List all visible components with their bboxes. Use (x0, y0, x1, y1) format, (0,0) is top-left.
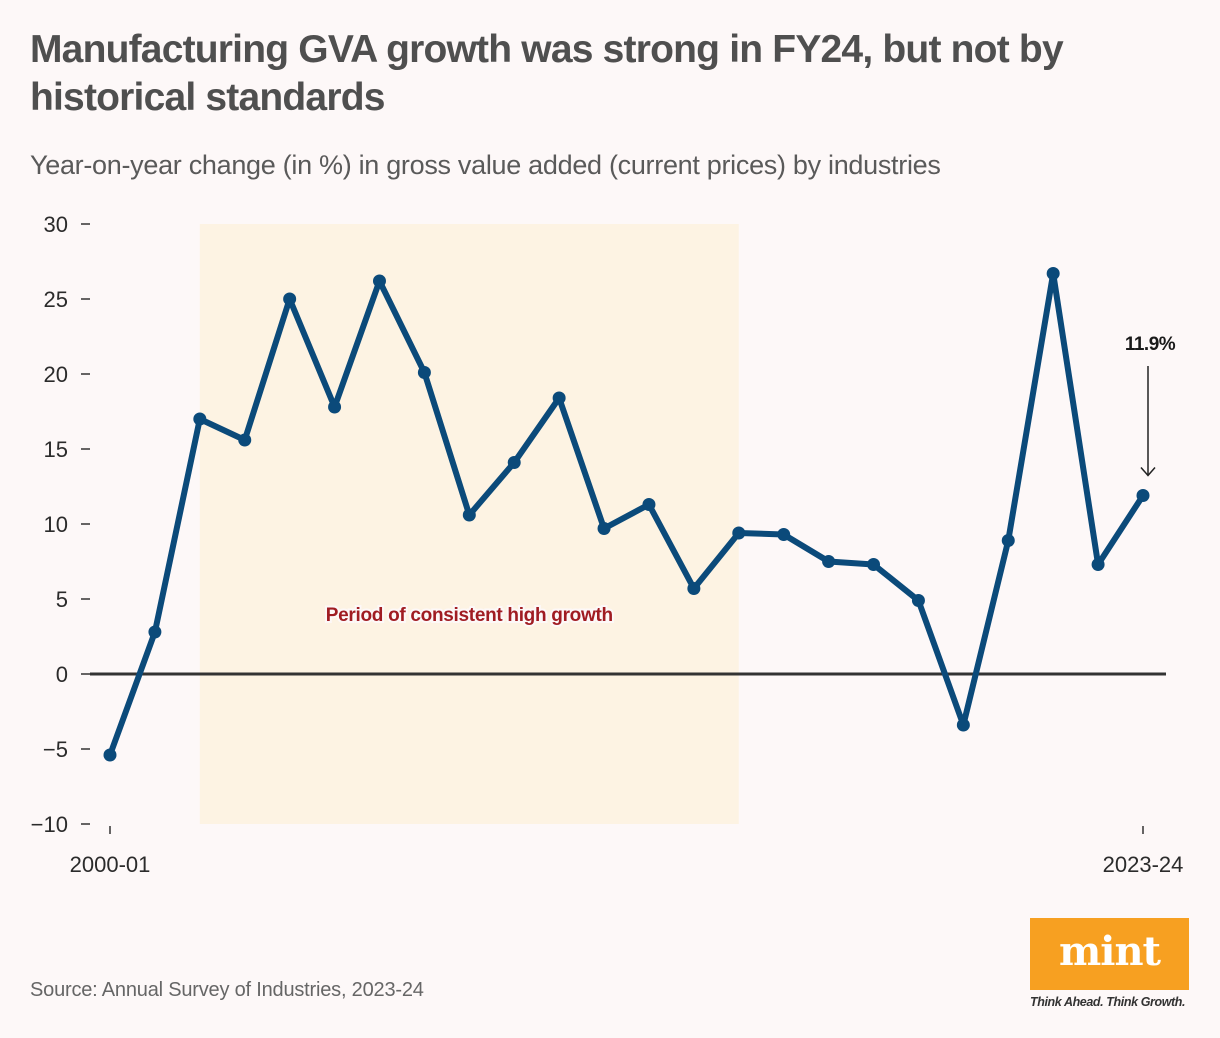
data-point (1091, 558, 1105, 571)
data-point (103, 748, 117, 762)
data-point (1136, 489, 1150, 502)
data-point (597, 522, 611, 535)
data-point (552, 391, 566, 405)
data-point (507, 456, 521, 469)
data-point (1001, 534, 1015, 547)
y-tick-label: −10 (31, 812, 68, 837)
data-point (642, 498, 656, 511)
data-point (687, 582, 701, 595)
data-point (867, 558, 881, 571)
data-point (822, 555, 836, 568)
data-point (372, 274, 386, 288)
data-point (238, 433, 252, 447)
data-points (103, 267, 1150, 762)
y-tick-label: 30 (44, 212, 68, 237)
data-point (417, 366, 431, 379)
data-point (732, 526, 746, 540)
data-point (1046, 267, 1060, 280)
annotation: 11.9% (1125, 334, 1176, 477)
data-point (328, 400, 342, 414)
y-tick-label: 15 (44, 437, 68, 462)
data-point (956, 718, 970, 732)
y-tick-label: 20 (44, 362, 68, 387)
chart-title: Manufacturing GVA growth was strong in F… (30, 28, 1064, 119)
annotation-label: 11.9% (1125, 334, 1176, 355)
data-point (283, 292, 297, 306)
y-tick-label: 5 (56, 587, 68, 612)
y-tick-label: −5 (43, 737, 68, 762)
x-tick-label: 2023-24 (1103, 852, 1184, 877)
annotation-arrow-head-icon (1140, 467, 1156, 477)
y-tick-label: 10 (44, 512, 68, 537)
data-point (777, 528, 791, 541)
mint-logo: mint (1030, 918, 1189, 990)
logo-text: mint (1058, 927, 1161, 975)
highlight-band-label: Period of consistent high growth (326, 605, 613, 626)
source-note: Source: Annual Survey of Industries, 202… (30, 979, 424, 1001)
data-point (148, 625, 162, 639)
data-point (193, 412, 207, 426)
y-tick-label: 0 (56, 662, 68, 687)
data-point (462, 508, 476, 522)
chart-subtitle: Year-on-year change (in %) in gross valu… (30, 150, 941, 180)
x-axis: 2000-01 2023-24 (70, 826, 1184, 877)
data-point (911, 594, 925, 607)
series-line (107, 270, 1146, 758)
y-axis: 30 25 20 15 10 5 0 −5 −10 (31, 212, 90, 837)
y-tick-label: 25 (44, 287, 68, 312)
highlight-band (199, 224, 739, 824)
x-tick-label: 2000-01 (70, 852, 151, 877)
logo-tagline: Think Ahead. Think Growth. (1030, 995, 1186, 1009)
